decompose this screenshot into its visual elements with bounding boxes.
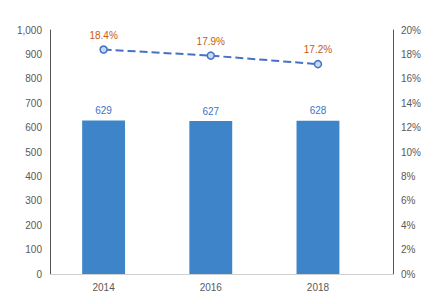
svg-text:16%: 16%	[401, 73, 421, 84]
svg-text:12%: 12%	[401, 122, 421, 133]
svg-text:18%: 18%	[401, 49, 421, 60]
svg-text:0: 0	[36, 269, 42, 280]
svg-text:300: 300	[25, 195, 42, 206]
svg-text:600: 600	[25, 122, 42, 133]
svg-text:400: 400	[25, 171, 42, 182]
svg-text:17.9%: 17.9%	[197, 36, 225, 47]
svg-text:6%: 6%	[401, 195, 416, 206]
svg-text:900: 900	[25, 49, 42, 60]
svg-text:2018: 2018	[307, 282, 330, 293]
svg-text:2016: 2016	[200, 282, 223, 293]
svg-text:2014: 2014	[92, 282, 115, 293]
svg-text:700: 700	[25, 98, 42, 109]
svg-text:629: 629	[95, 105, 112, 116]
svg-text:2%: 2%	[401, 244, 416, 255]
svg-text:0%: 0%	[401, 269, 416, 280]
svg-text:628: 628	[310, 105, 327, 116]
svg-text:17.2%: 17.2%	[304, 44, 332, 55]
svg-text:18.4%: 18.4%	[89, 30, 117, 41]
svg-text:1,000: 1,000	[17, 25, 42, 36]
svg-text:20%: 20%	[401, 25, 421, 36]
svg-text:8%: 8%	[401, 171, 416, 182]
svg-text:500: 500	[25, 147, 42, 158]
svg-text:4%: 4%	[401, 220, 416, 231]
svg-text:200: 200	[25, 220, 42, 231]
svg-text:14%: 14%	[401, 98, 421, 109]
svg-text:10%: 10%	[401, 147, 421, 158]
svg-text:800: 800	[25, 73, 42, 84]
svg-text:627: 627	[202, 106, 219, 117]
svg-text:100: 100	[25, 244, 42, 255]
